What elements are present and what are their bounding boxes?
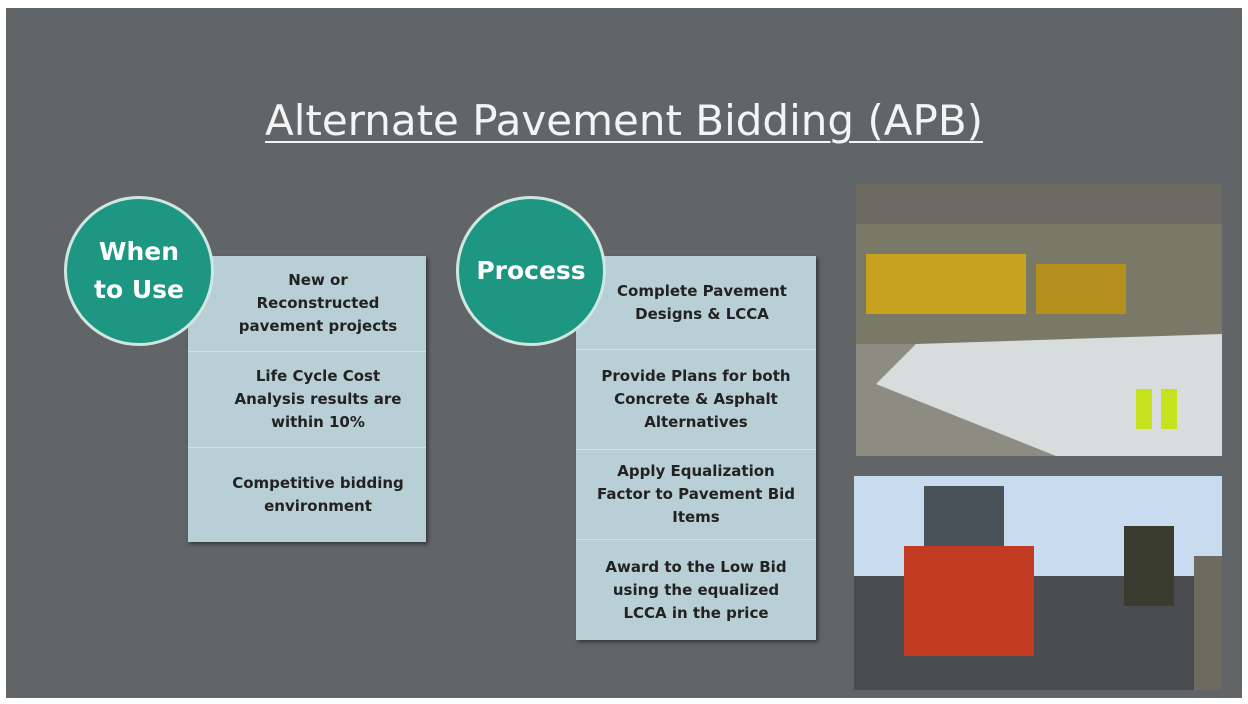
list-item: Life Cycle Cost Analysis results are wit… [188,352,426,448]
list-item: Competitive bidding environment [232,474,404,515]
slide: Alternate Pavement Bidding (APB) New or … [6,8,1242,698]
process-box: Complete Pavement Designs & LCCA Provide… [576,256,816,640]
circle-label: Process [476,256,586,285]
when-to-use-box: New or Reconstructed pavement projects L… [188,256,426,542]
process-circle: Process [456,196,606,346]
list-item: New or Reconstructed pavement projects [188,256,426,352]
photo-asphalt-paving [854,476,1222,690]
list-item: Apply Equalization Factor to Pavement Bi… [576,450,816,540]
slide-title: Alternate Pavement Bidding (APB) [264,96,984,145]
list-item: Award to the Low Bid using the equalized… [605,557,787,622]
list-item: Complete Pavement Designs & LCCA [576,256,816,350]
when-to-use-circle: When to Use [64,196,214,346]
circle-label: When to Use [94,237,184,304]
list-item: Provide Plans for both Concrete & Asphal… [576,350,816,450]
photo-concrete-paving [856,184,1222,456]
